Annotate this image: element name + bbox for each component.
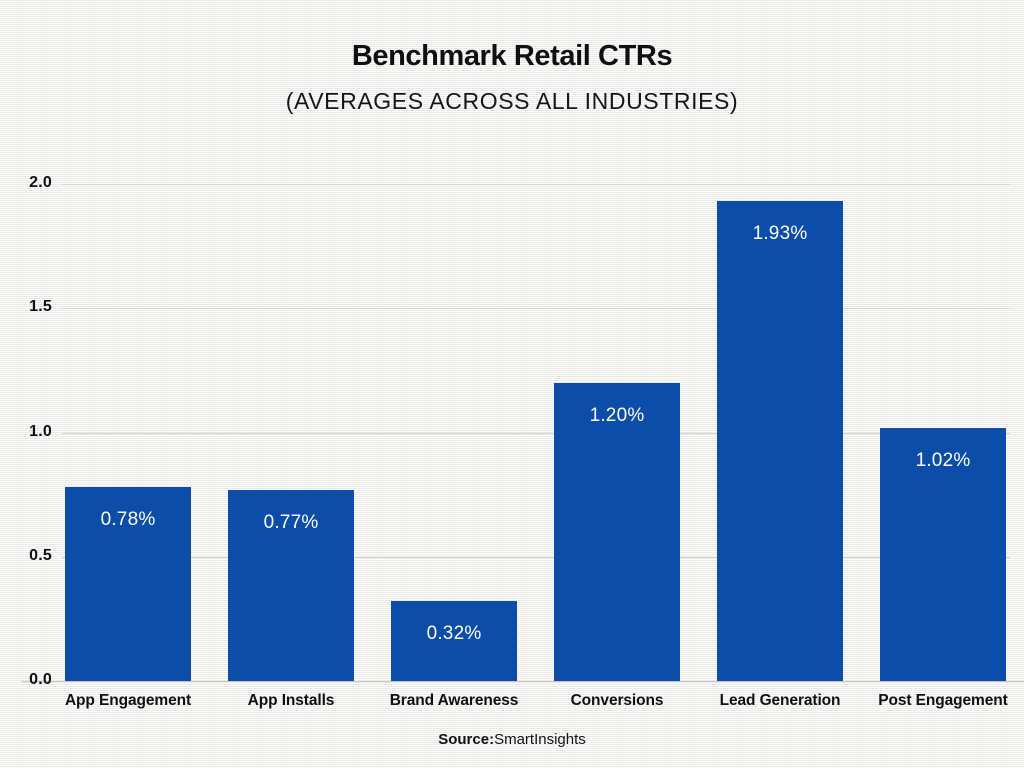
source-value: SmartInsights xyxy=(494,731,586,748)
page-title: Benchmark Retail CTRs xyxy=(351,40,673,72)
x-axis-category-label: Brand Awareness xyxy=(389,692,519,709)
gridline xyxy=(62,432,1010,434)
bar-value-label: 1.20% xyxy=(589,404,645,426)
gridline xyxy=(62,308,1010,310)
page-subtitle: (AVERAGES ACROSS ALL INDUSTRIES) xyxy=(285,88,739,114)
gridline xyxy=(62,556,1010,558)
bar-value-label: 0.77% xyxy=(263,511,319,533)
bar-value-label: 0.32% xyxy=(426,623,482,645)
bar-value-label: 0.78% xyxy=(100,509,156,531)
x-axis-category-label: Lead Generation xyxy=(719,692,841,709)
y-axis-tick-label: 0.5 xyxy=(29,546,52,564)
bar-lead-generation[interactable] xyxy=(717,201,843,681)
bar-brand-awareness[interactable] xyxy=(391,601,517,681)
bar-app-engagement[interactable] xyxy=(65,487,191,681)
bar-app-installs[interactable] xyxy=(228,489,354,681)
y-axis-tick-label: 0.0 xyxy=(29,671,52,688)
x-axis-category-label: App Engagement xyxy=(64,692,192,709)
x-axis-category-label: Post Engagement xyxy=(878,692,1008,709)
bar-conversions[interactable] xyxy=(554,382,680,681)
axis-baseline xyxy=(22,681,1024,682)
bar-value-label: 1.02% xyxy=(915,449,971,471)
x-axis-category-label: Conversions xyxy=(570,692,664,709)
source-label: Source: xyxy=(438,731,495,748)
source-note: Source:SmartInsights xyxy=(0,731,1024,748)
gridline xyxy=(62,184,1010,185)
x-axis-category-label: App Installs xyxy=(247,692,335,709)
y-axis-tick-label: 1.5 xyxy=(29,298,52,316)
y-axis-tick-label: 2.0 xyxy=(29,174,52,191)
bar-post-engagement[interactable] xyxy=(880,427,1006,681)
bar-value-label: 1.93% xyxy=(752,223,808,245)
y-axis-tick-label: 1.0 xyxy=(29,422,52,440)
